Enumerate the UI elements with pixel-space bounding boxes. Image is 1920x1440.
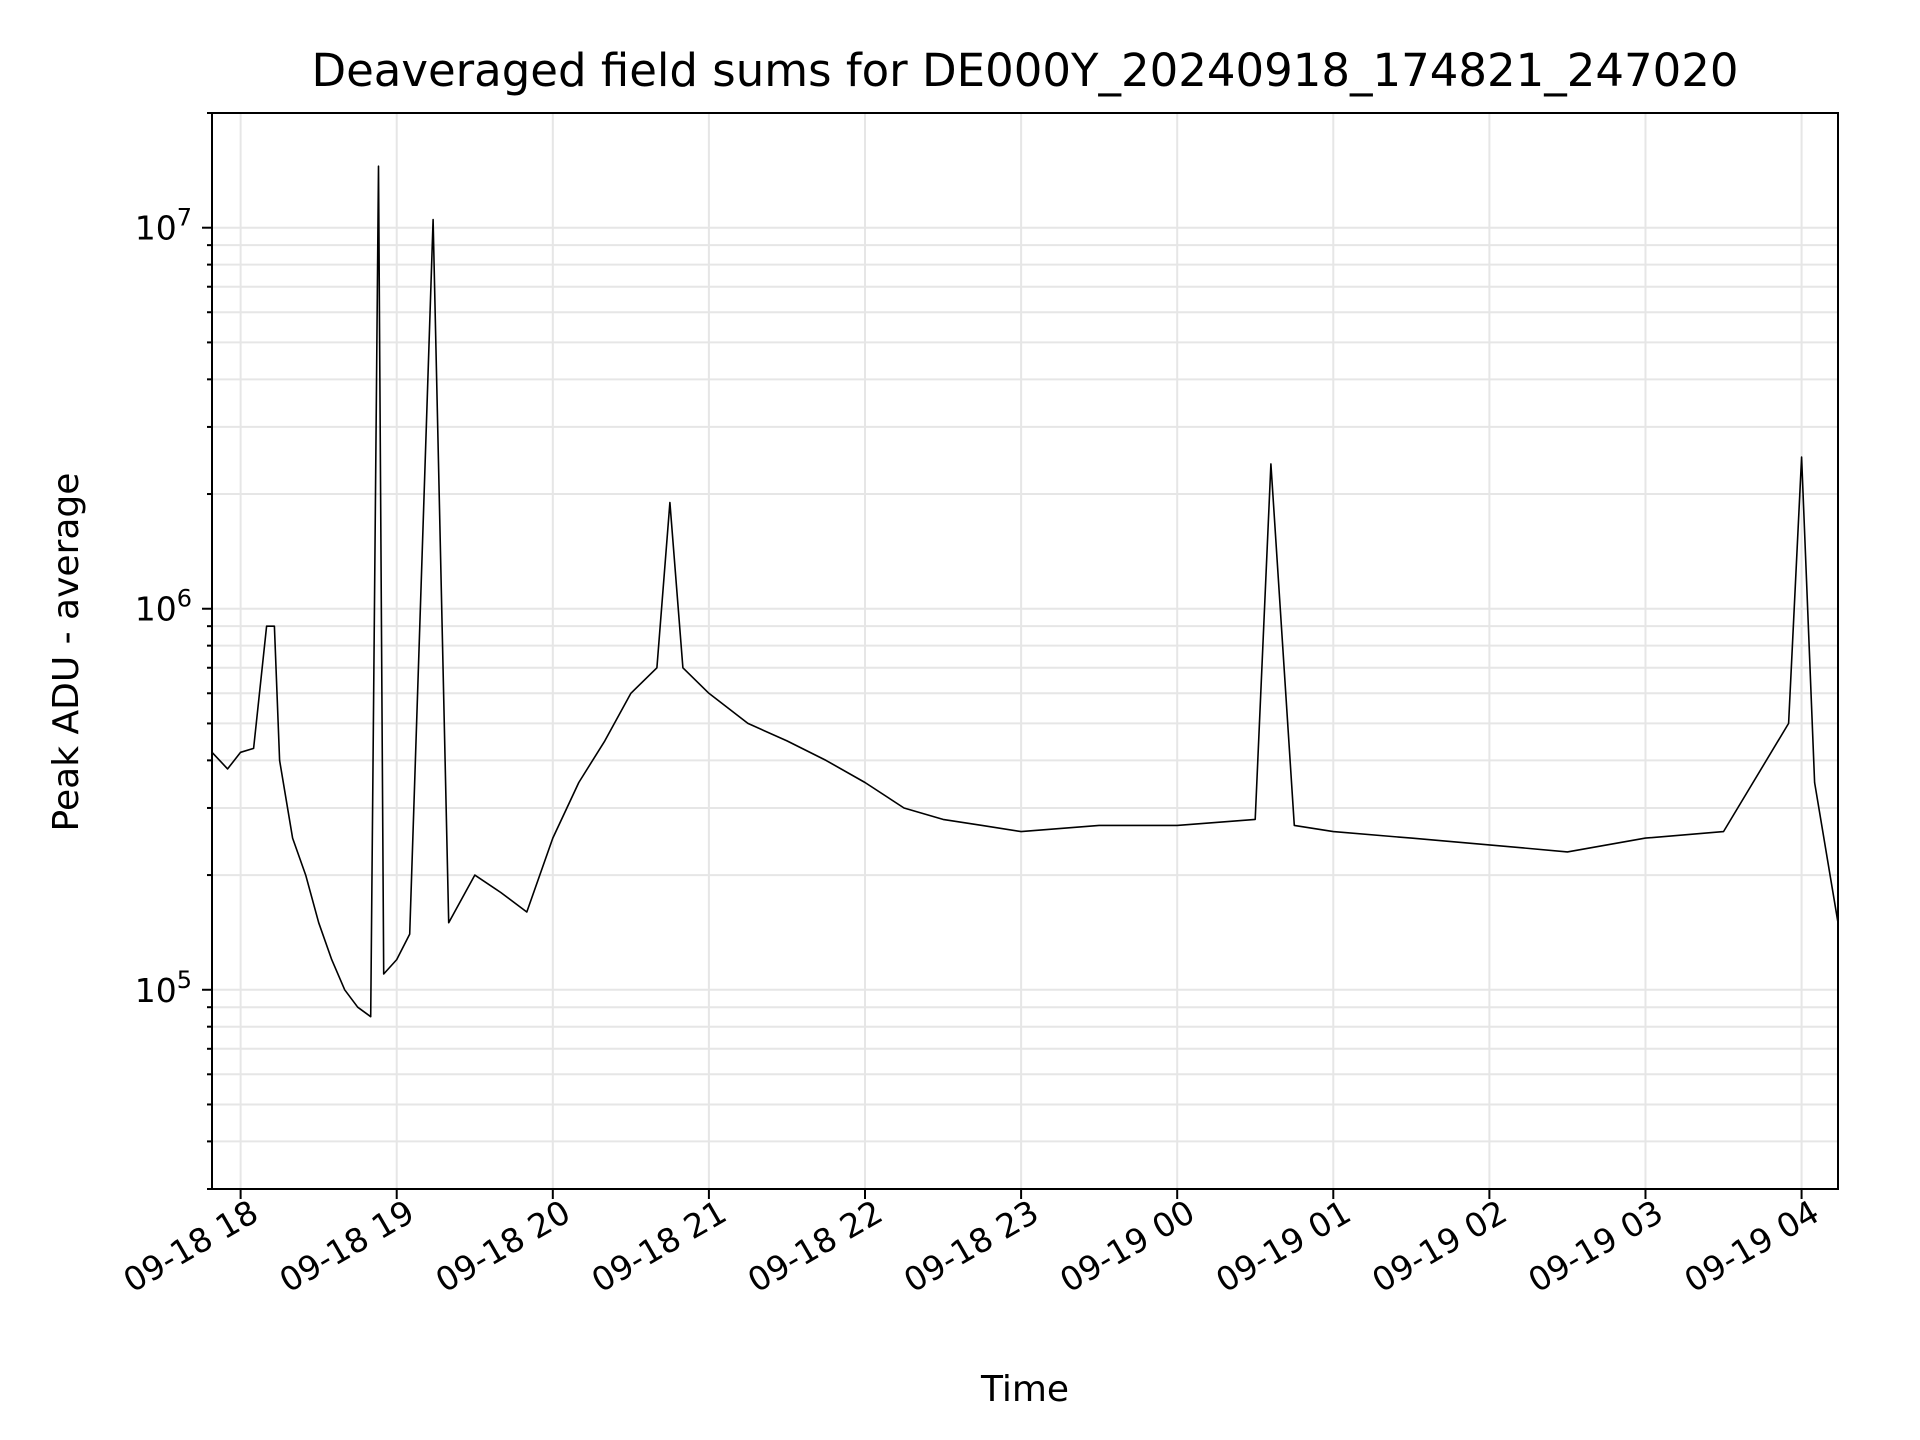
y-tick-exponent: 5: [177, 966, 192, 994]
y-tick-base: 10: [135, 971, 177, 1010]
grid: [212, 112, 1838, 1190]
y-tick-label: 107: [135, 204, 192, 248]
y-tick-label: 105: [135, 966, 192, 1010]
plot-frame: [211, 112, 1839, 1190]
x-axis-label: Time: [980, 1369, 1069, 1410]
chart-title: Deaveraged field sums for DE000Y_2024091…: [311, 44, 1738, 97]
y-tick-exponent: 6: [177, 585, 192, 613]
series-line: [211, 165, 1839, 1018]
y-tick-base: 10: [135, 209, 177, 248]
y-axis-label: Peak ADU - average: [46, 473, 87, 832]
y-tick-base: 10: [135, 590, 177, 629]
y-tick-label: 106: [135, 585, 192, 629]
y-tick-exponent: 7: [177, 204, 192, 232]
data-series: [211, 165, 1839, 1018]
